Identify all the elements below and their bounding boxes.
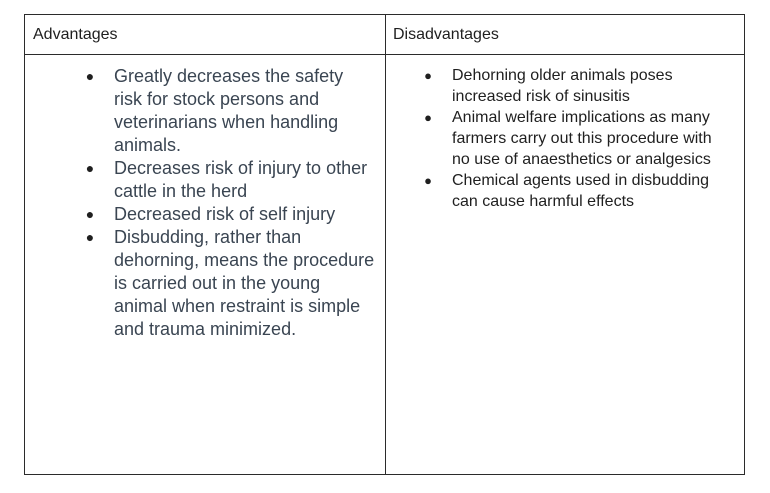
advantage-text: Disbudding, rather than dehorning, means… [114, 227, 375, 339]
disadvantage-text: Dehorning older animals poses increased … [452, 67, 673, 105]
disadvantage-text: Animal welfare implications as many farm… [452, 109, 712, 168]
bullet-icon: ● [85, 229, 95, 245]
disadvantage-item: ● Chemical agents used in disbudding can… [423, 170, 723, 212]
bullet-icon: ● [424, 173, 432, 188]
advantage-item: ● Greatly decreases the safety risk for … [85, 65, 375, 157]
advantage-text: Decreased risk of self injury [114, 204, 336, 224]
disadvantages-header: Disadvantages [393, 26, 499, 43]
bullet-icon: ● [85, 160, 95, 176]
bullet-icon: ● [85, 68, 95, 84]
header-row-divider [25, 54, 744, 55]
advantage-item: ● Disbudding, rather than dehorning, mea… [85, 226, 375, 341]
bullet-icon: ● [85, 206, 95, 222]
bullet-icon: ● [424, 68, 432, 83]
bullet-icon: ● [424, 110, 432, 125]
advantage-item: ● Decreased risk of self injury [85, 203, 375, 226]
disadvantage-item: ● Dehorning older animals poses increase… [423, 65, 723, 107]
advantage-item: ● Decreases risk of injury to other catt… [85, 157, 375, 203]
advantage-text: Decreases risk of injury to other cattle… [114, 158, 368, 201]
disadvantage-text: Chemical agents used in disbudding can c… [452, 172, 710, 210]
advantage-text: Greatly decreases the safety risk for st… [114, 66, 344, 155]
disadvantages-list: ● Dehorning older animals poses increase… [423, 65, 723, 212]
column-divider [385, 15, 386, 474]
comparison-table: Advantages Disadvantages ● Greatly decre… [24, 14, 745, 475]
advantages-list: ● Greatly decreases the safety risk for … [85, 65, 375, 341]
advantages-header: Advantages [33, 26, 118, 43]
disadvantage-item: ● Animal welfare implications as many fa… [423, 107, 723, 170]
